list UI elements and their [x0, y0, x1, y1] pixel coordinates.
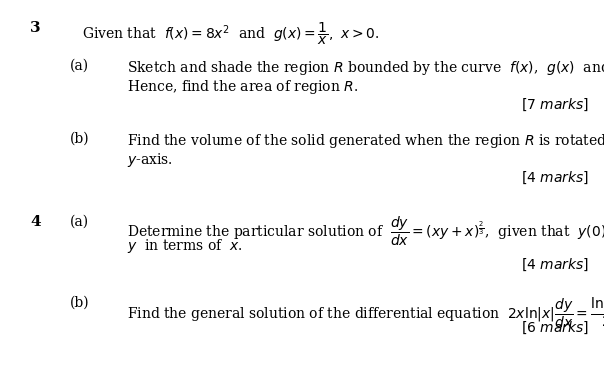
Text: $[6\ marks]$: $[6\ marks]$	[521, 319, 589, 336]
Text: Given that  $f(x)=8x^2$  and  $g(x)=\dfrac{1}{x},\ x>0$.: Given that $f(x)=8x^2$ and $g(x)=\dfrac{…	[82, 21, 379, 47]
Text: $[7\ marks]$: $[7\ marks]$	[521, 96, 589, 113]
Text: Determine the particular solution of  $\dfrac{dy}{dx}=(xy+x)^{\frac{2}{3}}$,  gi: Determine the particular solution of $\d…	[127, 215, 604, 248]
Text: $y$-axis.: $y$-axis.	[127, 151, 173, 169]
Text: Sketch and shade the region $R$ bounded by the curve  $f(x)$,  $g(x)$  and line : Sketch and shade the region $R$ bounded …	[127, 59, 604, 77]
Text: Find the general solution of the differential equation  $2x\ln|x|\dfrac{dy}{dx}=: Find the general solution of the differe…	[127, 296, 604, 330]
Text: (a): (a)	[69, 59, 89, 73]
Text: Find the volume of the solid generated when the region $R$ is rotated $360^{\cir: Find the volume of the solid generated w…	[127, 132, 604, 150]
Text: 3: 3	[30, 21, 41, 35]
Text: (b): (b)	[69, 132, 89, 146]
Text: Hence, find the area of region $R$.: Hence, find the area of region $R$.	[127, 78, 358, 96]
Text: (a): (a)	[69, 215, 89, 229]
Text: $y$  in terms of  $x$.: $y$ in terms of $x$.	[127, 237, 243, 256]
Text: $[4\ marks]$: $[4\ marks]$	[521, 169, 589, 186]
Text: (b): (b)	[69, 296, 89, 310]
Text: $[4\ marks]$: $[4\ marks]$	[521, 256, 589, 273]
Text: 4: 4	[30, 215, 41, 229]
